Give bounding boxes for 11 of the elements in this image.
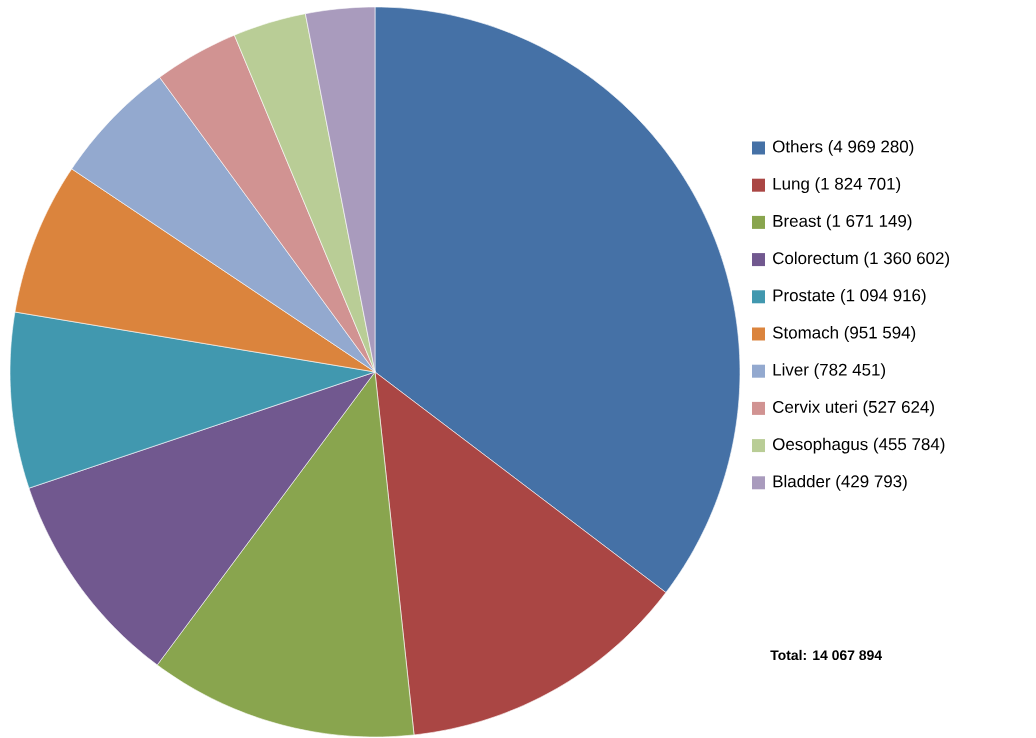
legend-label: Bladder (429 793) (773, 474, 907, 491)
legend-label: Cervix uteri (527 624) (773, 400, 934, 417)
legend-label: Colorectum (1 360 602) (773, 251, 950, 268)
legend-label: Prostate (1 094 916) (773, 288, 926, 305)
legend-label: Stomach (951 594) (772, 326, 916, 342)
legend-label: Liver (782 451) (773, 363, 886, 380)
legend-label: Lung (1 824 701) (773, 177, 901, 194)
legend-label: Oesophagus (455 784) (773, 437, 945, 454)
text: Total: 14 067 894 (770, 649, 883, 661)
legend-label: Others (4 969 280) (773, 140, 914, 156)
legend-label: Breast (1 671 149) (773, 214, 912, 231)
